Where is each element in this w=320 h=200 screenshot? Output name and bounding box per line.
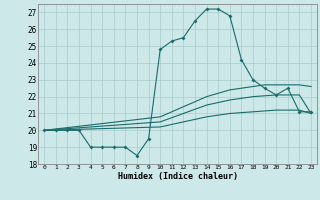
X-axis label: Humidex (Indice chaleur): Humidex (Indice chaleur) bbox=[118, 172, 238, 181]
